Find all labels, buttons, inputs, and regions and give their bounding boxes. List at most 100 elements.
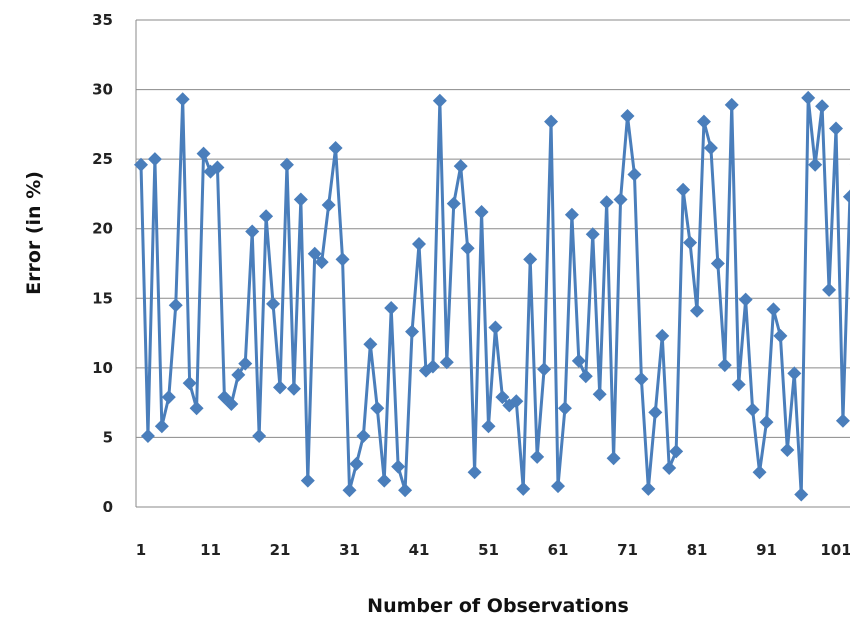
data-point-98 bbox=[808, 157, 823, 172]
data-point-2 bbox=[140, 429, 155, 444]
x-tick-label-31: 31 bbox=[339, 541, 360, 559]
data-point-62 bbox=[557, 401, 572, 416]
data-point-92 bbox=[766, 302, 781, 317]
data-point-10 bbox=[196, 146, 211, 161]
data-point-35 bbox=[370, 401, 385, 416]
data-point-46 bbox=[446, 196, 461, 211]
data-point-55 bbox=[509, 394, 524, 409]
series-layer bbox=[134, 90, 850, 502]
data-point-20 bbox=[266, 296, 281, 311]
y-tick-label-0: 0 bbox=[103, 498, 113, 516]
data-point-66 bbox=[585, 227, 600, 242]
data-point-40 bbox=[405, 324, 420, 339]
x-axis-title: Number of Observations bbox=[367, 595, 629, 617]
data-point-52 bbox=[488, 320, 503, 335]
data-point-100 bbox=[822, 282, 837, 297]
data-point-94 bbox=[780, 442, 795, 457]
data-point-8 bbox=[182, 376, 197, 391]
data-point-93 bbox=[773, 328, 788, 343]
data-point-38 bbox=[391, 459, 406, 474]
data-point-4 bbox=[154, 419, 169, 434]
data-point-80 bbox=[683, 235, 698, 250]
data-point-17 bbox=[245, 224, 260, 239]
data-point-25 bbox=[300, 473, 315, 488]
data-point-47 bbox=[453, 159, 468, 174]
series-line-1 bbox=[139, 96, 850, 496]
data-point-28 bbox=[321, 198, 336, 213]
x-tick-label-71: 71 bbox=[617, 541, 638, 559]
y-tick-label-10: 10 bbox=[92, 359, 113, 377]
x-tick-label-51: 51 bbox=[478, 541, 499, 559]
data-point-14 bbox=[224, 397, 239, 412]
data-point-51 bbox=[481, 419, 496, 434]
data-point-6 bbox=[168, 298, 183, 313]
data-point-48 bbox=[460, 241, 475, 256]
data-point-39 bbox=[398, 483, 413, 498]
data-point-79 bbox=[676, 182, 691, 197]
data-point-65 bbox=[578, 369, 593, 384]
data-point-73 bbox=[634, 371, 649, 386]
data-point-53 bbox=[495, 390, 510, 405]
data-point-85 bbox=[717, 358, 732, 373]
x-axis-ticks: 1 11 21 31 41 51 61 71 81 91 101 bbox=[136, 541, 850, 559]
data-point-88 bbox=[738, 292, 753, 307]
data-point-84 bbox=[710, 256, 725, 271]
data-point-12 bbox=[210, 160, 225, 175]
data-point-26 bbox=[307, 246, 322, 261]
data-point-33 bbox=[356, 429, 371, 444]
data-point-57 bbox=[523, 252, 538, 267]
data-point-29 bbox=[328, 141, 343, 156]
data-point-61 bbox=[551, 479, 565, 494]
x-tick-label-21: 21 bbox=[270, 541, 291, 559]
data-point-15 bbox=[231, 367, 246, 382]
data-point-19 bbox=[259, 209, 274, 224]
data-point-69 bbox=[606, 451, 621, 466]
data-point-50 bbox=[474, 205, 489, 220]
data-point-90 bbox=[752, 465, 767, 480]
data-point-45 bbox=[439, 355, 454, 370]
y-tick-label-35: 35 bbox=[92, 11, 113, 29]
x-tick-label-11: 11 bbox=[200, 541, 221, 559]
y-tick-label-5: 5 bbox=[103, 428, 113, 446]
data-point-78 bbox=[669, 444, 684, 459]
data-point-86 bbox=[724, 97, 739, 112]
data-point-83 bbox=[703, 141, 718, 156]
data-point-37 bbox=[384, 301, 399, 316]
data-point-64 bbox=[571, 353, 586, 368]
data-point-16 bbox=[238, 356, 253, 371]
data-point-68 bbox=[599, 195, 614, 210]
data-point-81 bbox=[690, 303, 704, 318]
y-tick-label-25: 25 bbox=[92, 150, 113, 168]
data-point-63 bbox=[564, 207, 579, 222]
data-point-32 bbox=[349, 456, 364, 471]
x-tick-label-101: 101 bbox=[820, 541, 850, 559]
data-point-89 bbox=[745, 402, 760, 417]
data-point-31 bbox=[342, 483, 357, 498]
data-point-59 bbox=[537, 362, 552, 377]
data-point-30 bbox=[335, 252, 350, 267]
data-point-22 bbox=[279, 157, 294, 172]
data-point-102 bbox=[835, 413, 850, 428]
data-point-24 bbox=[293, 192, 308, 207]
y-tick-label-30: 30 bbox=[92, 81, 113, 99]
data-point-36 bbox=[377, 473, 392, 488]
data-point-70 bbox=[613, 192, 628, 207]
data-point-103 bbox=[842, 189, 850, 204]
x-tick-label-91: 91 bbox=[756, 541, 777, 559]
data-point-74 bbox=[641, 481, 656, 496]
data-point-9 bbox=[189, 401, 204, 416]
data-point-87 bbox=[731, 377, 746, 392]
data-point-41 bbox=[412, 237, 426, 252]
data-point-76 bbox=[655, 328, 670, 343]
x-tick-label-61: 61 bbox=[548, 541, 569, 559]
data-point-91 bbox=[759, 415, 774, 430]
data-point-5 bbox=[161, 390, 176, 405]
x-tick-label-41: 41 bbox=[409, 541, 430, 559]
data-point-44 bbox=[432, 93, 447, 108]
data-point-7 bbox=[175, 92, 190, 107]
y-tick-label-20: 20 bbox=[92, 220, 113, 238]
data-point-75 bbox=[648, 405, 663, 420]
data-point-71 bbox=[620, 109, 635, 124]
data-point-18 bbox=[252, 429, 267, 444]
